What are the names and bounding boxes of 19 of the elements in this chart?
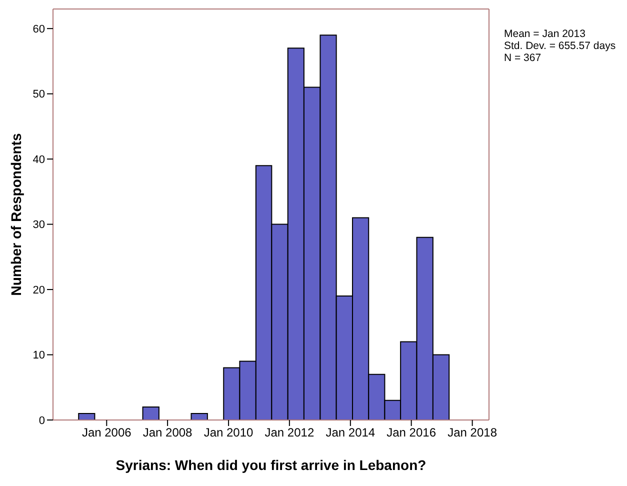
- x-tick-label: Jan 2012: [264, 426, 314, 440]
- y-tick-label: 50: [32, 88, 45, 101]
- x-tick-label: Jan 2006: [82, 426, 132, 440]
- text: N = 367: [504, 52, 542, 64]
- y-tick-label: 60: [32, 23, 45, 36]
- x-tick-label: Jan 2014: [326, 426, 376, 440]
- x-tick-label: Jan 2016: [386, 426, 436, 440]
- y-tick-label: 0: [38, 414, 45, 427]
- y-tick-label: 30: [32, 219, 45, 232]
- text: Mean = Jan 2013: [504, 28, 586, 40]
- x-tick-label: Jan 2018: [448, 426, 498, 440]
- text: Std. Dev. = 655.57 days: [504, 40, 616, 52]
- y-tick-label: 20: [32, 284, 45, 296]
- y-tick-label: 40: [32, 154, 45, 166]
- x-tick-label: Jan 2008: [142, 426, 193, 440]
- x-tick-label: Jan 2010: [204, 426, 254, 440]
- x-axis-title: Syrians: When did you first arrive in Lebanon?: [116, 457, 426, 473]
- y-tick-label: 10: [32, 350, 45, 362]
- y-axis-title: Number of Respondents: [8, 133, 24, 296]
